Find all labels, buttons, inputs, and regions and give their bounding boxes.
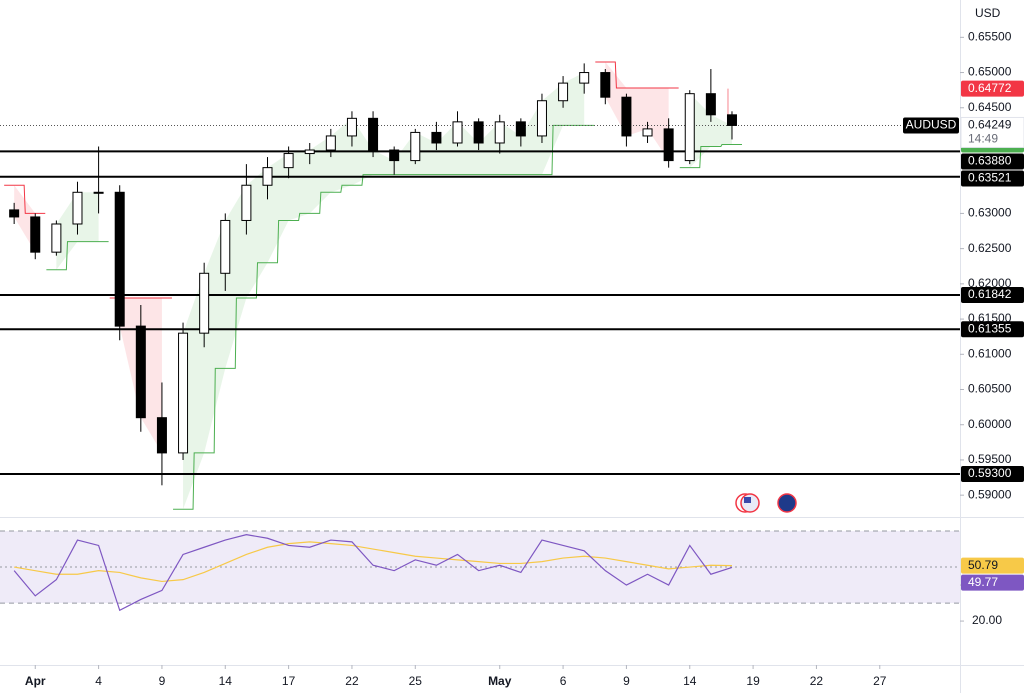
candle-body bbox=[558, 82, 569, 102]
supertrend-fill bbox=[605, 61, 669, 161]
rsi-ma-line bbox=[14, 541, 732, 583]
supertrend-line bbox=[595, 61, 679, 89]
candle-body bbox=[199, 272, 210, 334]
last-price-box bbox=[960, 116, 1024, 148]
rsi-tick-label: 20.00 bbox=[972, 613, 1002, 627]
candle-body bbox=[515, 121, 526, 137]
x-tick-label: May bbox=[488, 674, 512, 688]
candle-body bbox=[304, 149, 315, 155]
flag-au[interactable] bbox=[777, 493, 797, 513]
candle-body bbox=[473, 121, 484, 144]
y-tick-label: 0.59000 bbox=[968, 487, 1012, 501]
candle-body bbox=[494, 121, 505, 144]
level-label-box bbox=[961, 286, 1024, 303]
rsi-ma-label-box bbox=[961, 557, 1024, 574]
candle-body bbox=[705, 93, 716, 116]
candle-body bbox=[663, 128, 674, 162]
flag-us-canton bbox=[744, 497, 751, 503]
candle-body bbox=[135, 325, 146, 419]
y-tick-label: 0.60000 bbox=[968, 417, 1012, 431]
y-tick-label: 0.65500 bbox=[968, 30, 1012, 44]
x-tick-label: 14 bbox=[219, 674, 233, 688]
x-tick-label: 17 bbox=[282, 674, 296, 688]
candle-body bbox=[30, 216, 41, 253]
candle-body bbox=[579, 72, 590, 84]
y-tick-label: 0.60500 bbox=[968, 382, 1012, 396]
y-tick-label: 0.65000 bbox=[968, 65, 1012, 79]
currency-label: USD bbox=[975, 6, 1001, 20]
candle-body bbox=[600, 72, 611, 98]
x-tick-label: 6 bbox=[560, 674, 567, 688]
x-tick-label: Apr bbox=[25, 674, 46, 688]
supertrend-line bbox=[46, 241, 109, 271]
supertrend-fill bbox=[14, 185, 36, 253]
level-label: 0.59300 bbox=[968, 466, 1012, 480]
x-tick-label: 25 bbox=[409, 674, 423, 688]
last-price-label: 0.64249 bbox=[968, 118, 1012, 132]
y-tick-label: 0.63000 bbox=[968, 206, 1012, 220]
candle-body bbox=[346, 117, 357, 137]
candle-body bbox=[389, 149, 400, 162]
level-label: 0.63521 bbox=[968, 171, 1012, 185]
x-tick-label: 22 bbox=[810, 674, 824, 688]
candle-body bbox=[726, 114, 737, 126]
rsi-line bbox=[13, 534, 733, 612]
x-tick-label: 14 bbox=[683, 674, 697, 688]
candle-body bbox=[684, 93, 695, 162]
supertrend-line bbox=[173, 124, 595, 510]
candle-body bbox=[93, 191, 104, 194]
candle-body bbox=[220, 219, 231, 274]
level-label-box bbox=[961, 321, 1024, 338]
x-tick-label: 9 bbox=[623, 674, 630, 688]
x-tick-label: 9 bbox=[159, 674, 166, 688]
rsi-label-box bbox=[961, 574, 1024, 591]
supertrend-label: 0.64772 bbox=[968, 81, 1012, 95]
y-tick-label: 0.64500 bbox=[968, 100, 1012, 114]
event-flags[interactable] bbox=[735, 493, 797, 513]
x-tick-label: 27 bbox=[873, 674, 887, 688]
supertrend-line bbox=[679, 143, 742, 169]
y-tick-label: 0.62000 bbox=[968, 276, 1012, 290]
supertrend-label-box bbox=[961, 80, 1024, 97]
level-label: 0.63880 bbox=[968, 154, 1012, 168]
x-tick-label: 4 bbox=[95, 674, 102, 688]
rsi-label: 49.77 bbox=[968, 575, 998, 589]
candle-body bbox=[262, 167, 273, 186]
candle-body bbox=[452, 121, 463, 144]
candle-body bbox=[156, 417, 167, 454]
candle-body bbox=[642, 128, 653, 137]
candle-body bbox=[178, 332, 189, 454]
candle-body bbox=[114, 191, 125, 327]
candle-body bbox=[9, 209, 20, 218]
x-tick-label: 19 bbox=[746, 674, 760, 688]
level-label-box bbox=[961, 153, 1024, 170]
y-tick-label: 0.62500 bbox=[968, 241, 1012, 255]
rsi-ma-label: 50.79 bbox=[968, 558, 998, 572]
level-label-box bbox=[961, 170, 1024, 187]
y-tick-label: 0.59500 bbox=[968, 452, 1012, 466]
candle-body bbox=[368, 117, 379, 151]
level-label-box bbox=[961, 466, 1024, 483]
y-tick-label: 0.61000 bbox=[968, 346, 1012, 360]
candle-body bbox=[410, 131, 421, 162]
candle-body bbox=[325, 135, 336, 151]
x-tick-label: 22 bbox=[345, 674, 359, 688]
candle-body bbox=[72, 191, 83, 225]
candle-body bbox=[241, 184, 252, 221]
countdown-label: 14:49 bbox=[968, 132, 998, 146]
supertrend-fill bbox=[183, 72, 585, 510]
symbol-label: AUDUSD bbox=[906, 118, 957, 132]
level-label: 0.61355 bbox=[968, 321, 1012, 335]
candle-body bbox=[283, 153, 294, 169]
level-label: 0.61842 bbox=[968, 287, 1012, 301]
symbol-label-box bbox=[903, 117, 959, 134]
candle-body bbox=[536, 100, 547, 137]
candle-body bbox=[51, 223, 62, 253]
candle-body bbox=[431, 131, 442, 144]
candle-body bbox=[621, 96, 632, 137]
